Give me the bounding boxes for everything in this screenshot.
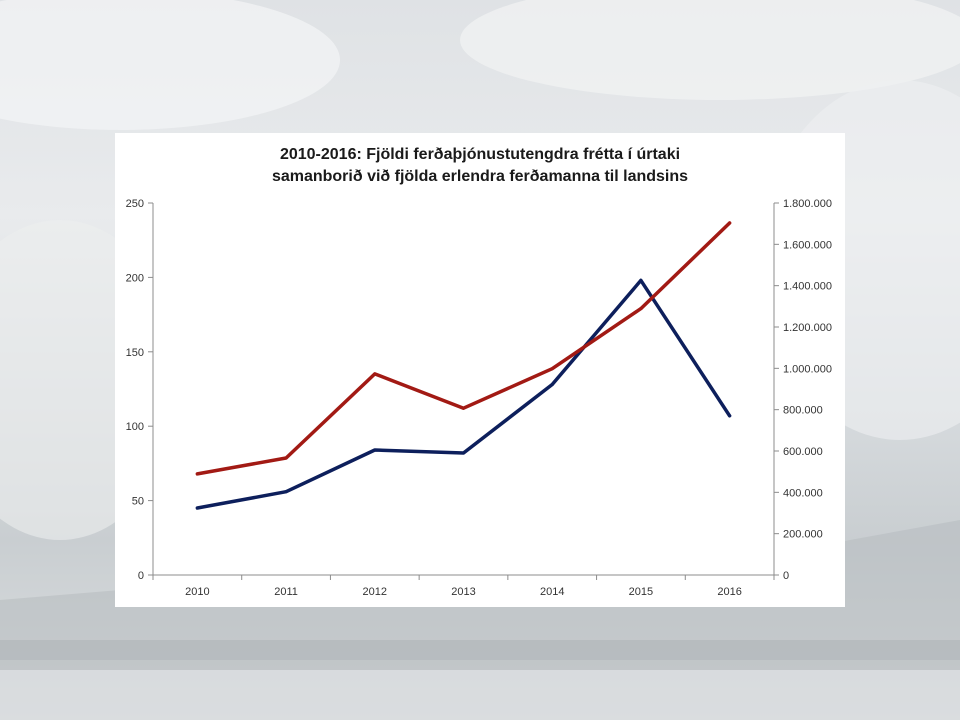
y-right-tick-label: 200.000 — [783, 529, 823, 541]
x-tick-label: 2012 — [363, 586, 387, 598]
data-point-right-2012 — [373, 372, 377, 376]
y-right-tick-label: 1.800.000 — [783, 198, 832, 210]
y-left-tick-label: 0 — [138, 570, 144, 582]
y-left-tick-label: 200 — [126, 272, 144, 284]
y-right-tick-label: 800.000 — [783, 405, 823, 417]
data-point-right-2010 — [195, 472, 199, 476]
x-tick-label: 2010 — [185, 586, 209, 598]
y-left-tick-label: 100 — [126, 421, 144, 433]
chart-title-line-2: samanborið við fjölda erlendra ferðamann… — [271, 168, 689, 185]
y-right-tick-label: 1.000.000 — [783, 363, 832, 375]
chart-card: 2010-2016: Fjöldi ferðaþjónustutengdra f… — [115, 133, 845, 607]
data-point-left-2014 — [550, 383, 554, 387]
line-chart: 0 50 100 150 200 250 0 200.000 400.000 600.000 800… — [126, 198, 832, 598]
y-left-tick-label: 150 — [126, 347, 144, 359]
y-right-tick-label: 600.000 — [783, 446, 823, 458]
series-line-left-axis — [195, 278, 732, 510]
data-point-left-2015 — [639, 278, 643, 282]
y-right-tick-label: 1.400.000 — [783, 281, 832, 293]
data-point-left-2011 — [284, 490, 288, 494]
x-tick-label: 2014 — [540, 586, 564, 598]
data-point-left-2016 — [728, 414, 732, 418]
y-right-tick-label: 1.600.000 — [783, 239, 832, 251]
y-right-tick-label: 400.000 — [783, 487, 823, 499]
data-point-left-2010 — [195, 506, 199, 510]
y-left-tick-label: 250 — [126, 198, 144, 210]
y-left-tick-label: 50 — [132, 496, 144, 508]
data-point-right-2015 — [639, 307, 643, 311]
x-tick-label: 2015 — [629, 586, 653, 598]
y-right-tick-label: 0 — [783, 570, 789, 582]
x-tick-label: 2013 — [451, 586, 475, 598]
data-point-right-2013 — [462, 406, 465, 410]
data-point-right-2011 — [284, 456, 288, 460]
data-point-right-2014 — [550, 367, 554, 371]
y-right-tick-label: 1.200.000 — [783, 322, 832, 334]
data-point-left-2013 — [462, 451, 465, 455]
data-point-left-2012 — [373, 448, 377, 452]
series-line-right-axis — [195, 221, 732, 476]
data-point-right-2016 — [728, 221, 732, 225]
chart-title-line-1: 2010-2016: Fjöldi ferðaþjónustutengdra f… — [279, 146, 681, 163]
x-tick-label: 2011 — [274, 586, 298, 598]
x-tick-label: 2016 — [717, 586, 741, 598]
